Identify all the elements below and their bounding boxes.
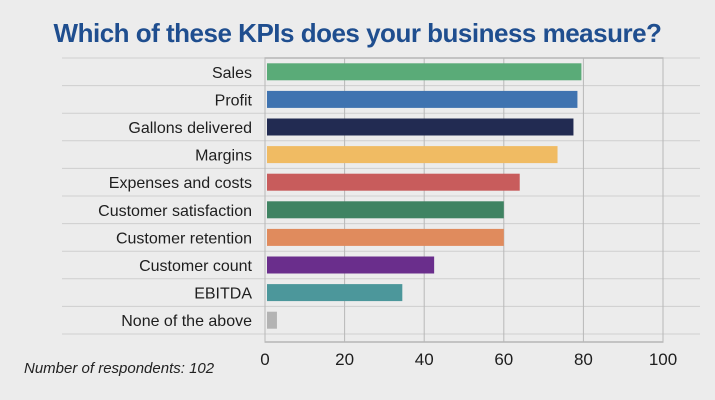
x-tick-label: 0 — [260, 350, 269, 369]
bar-profit — [267, 90, 578, 108]
bars — [267, 63, 582, 329]
bar-none-of-the-above — [267, 311, 277, 329]
x-axis: 0 20 40 60 80 100 — [260, 350, 677, 369]
respondents-note: Number of respondents: 102 — [24, 360, 215, 377]
chart-title: Which of these KPIs does your business m… — [53, 18, 662, 48]
bar-sales — [267, 63, 582, 81]
bar-customer-retention — [267, 228, 504, 246]
x-tick-label: 20 — [335, 350, 354, 369]
category-label: EBITDA — [194, 286, 252, 303]
x-tick-label: 100 — [649, 350, 677, 369]
x-tick-label: 80 — [574, 350, 593, 369]
category-label: Gallons delivered — [128, 120, 252, 137]
category-label: None of the above — [121, 313, 252, 330]
category-label: Profit — [215, 92, 253, 109]
bar-ebitda — [267, 284, 403, 302]
x-tick-label: 40 — [415, 350, 434, 369]
category-label: Customer satisfaction — [98, 203, 252, 220]
bar-customer-count — [267, 256, 435, 274]
x-tick-label: 60 — [494, 350, 513, 369]
category-labels: Sales Profit Gallons delivered Margins Expen… — [98, 65, 252, 330]
category-label: Expenses and costs — [109, 175, 252, 192]
category-label: Margins — [195, 148, 252, 165]
bar-gallons-delivered — [267, 118, 574, 136]
bar-expenses-and-costs — [267, 173, 520, 191]
category-label: Customer count — [139, 258, 252, 275]
category-label: Customer retention — [116, 230, 252, 247]
category-label: Sales — [212, 65, 252, 82]
bar-margins — [267, 146, 558, 164]
bar-customer-satisfaction — [267, 201, 504, 219]
